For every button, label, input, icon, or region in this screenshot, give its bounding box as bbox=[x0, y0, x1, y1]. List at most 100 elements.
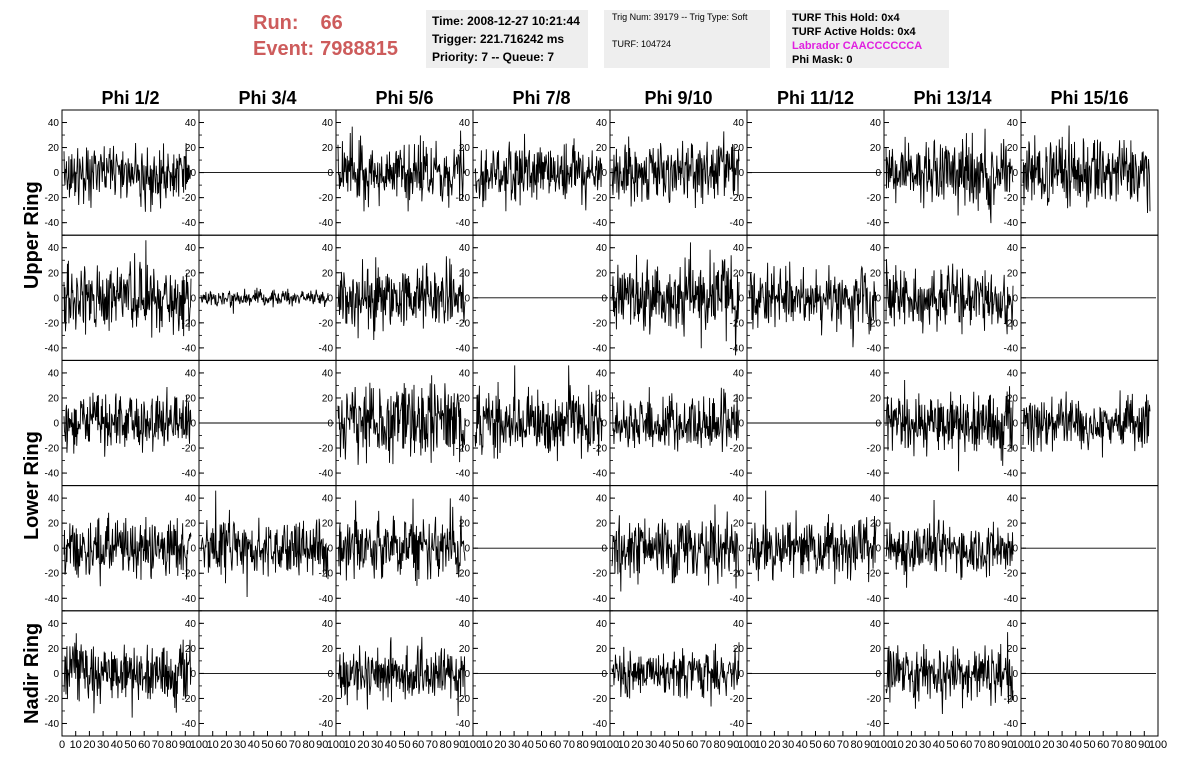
y-tick-label: 20 bbox=[1007, 268, 1019, 279]
x-tick-label: 10 bbox=[207, 739, 219, 751]
y-tick-label: -40 bbox=[456, 218, 471, 229]
y-tick-label: 0 bbox=[464, 419, 470, 430]
y-tick-label: -20 bbox=[1004, 318, 1019, 329]
y-tick-label: 40 bbox=[1007, 619, 1019, 630]
y-tick-label: 40 bbox=[733, 243, 745, 254]
y-tick-label: -40 bbox=[456, 594, 471, 605]
trig-num-text: Trig Num: 39179 -- Trig Type: Soft bbox=[612, 12, 748, 22]
x-tick-label: 70 bbox=[837, 739, 849, 751]
y-tick-label: 0 bbox=[190, 293, 196, 304]
y-tick-label: -40 bbox=[730, 469, 745, 480]
y-tick-label: -40 bbox=[593, 469, 608, 480]
y-tick-label: -20 bbox=[1004, 569, 1019, 580]
y-tick-label: -20 bbox=[319, 193, 334, 204]
phi-mask-text: Phi Mask: 0 bbox=[792, 54, 853, 66]
x-tick-label: 80 bbox=[439, 739, 451, 751]
y-tick-label: 40 bbox=[596, 243, 608, 254]
y-tick-label: -20 bbox=[867, 694, 882, 705]
y-tick-label: -20 bbox=[730, 318, 745, 329]
y-tick-label: 20 bbox=[1007, 519, 1019, 530]
y-tick-label: -40 bbox=[1004, 469, 1019, 480]
x-tick-label: 50 bbox=[124, 739, 136, 751]
y-tick-label: 40 bbox=[185, 494, 197, 505]
x-tick-label: 80 bbox=[302, 739, 314, 751]
y-tick-label: -40 bbox=[730, 719, 745, 730]
y-tick-label: 40 bbox=[48, 619, 60, 630]
y-tick-label: -20 bbox=[456, 694, 471, 705]
y-tick-label: -40 bbox=[182, 719, 197, 730]
y-tick-label: 20 bbox=[459, 519, 471, 530]
y-tick-label: 20 bbox=[1007, 143, 1019, 154]
waveform-trace bbox=[337, 636, 466, 717]
x-tick-label: 90 bbox=[316, 739, 328, 751]
y-tick-label: -40 bbox=[1004, 343, 1019, 354]
y-tick-label: -40 bbox=[45, 469, 60, 480]
x-tick-label: 90 bbox=[1138, 739, 1150, 751]
y-tick-label: 40 bbox=[596, 494, 608, 505]
y-tick-label: 20 bbox=[48, 519, 60, 530]
waveform-trace bbox=[885, 128, 1014, 224]
row-group-label: Upper Ring bbox=[21, 181, 43, 289]
x-tick-label: 90 bbox=[453, 739, 465, 751]
y-tick-label: -40 bbox=[456, 469, 471, 480]
y-tick-label: 20 bbox=[596, 644, 608, 655]
y-tick-label: 40 bbox=[596, 619, 608, 630]
y-tick-label: 20 bbox=[459, 644, 471, 655]
x-tick-label: 20 bbox=[905, 739, 917, 751]
y-tick-label: -40 bbox=[1004, 594, 1019, 605]
y-tick-label: 0 bbox=[1012, 168, 1018, 179]
x-tick-label: 60 bbox=[275, 739, 287, 751]
x-tick-label: 90 bbox=[1001, 739, 1013, 751]
x-tick-label: 50 bbox=[1083, 739, 1095, 751]
x-tick-label: 60 bbox=[823, 739, 835, 751]
y-tick-label: -40 bbox=[593, 343, 608, 354]
y-tick-label: 0 bbox=[601, 293, 607, 304]
y-tick-label: -20 bbox=[593, 193, 608, 204]
waveform-trace bbox=[63, 633, 192, 718]
x-tick-label: 100 bbox=[1012, 739, 1030, 751]
y-tick-label: 0 bbox=[875, 293, 881, 304]
y-tick-label: 20 bbox=[322, 268, 334, 279]
y-tick-label: 40 bbox=[733, 619, 745, 630]
y-tick-label: -20 bbox=[182, 569, 197, 580]
y-tick-label: -20 bbox=[45, 444, 60, 455]
y-tick-label: -20 bbox=[730, 694, 745, 705]
y-tick-label: 0 bbox=[327, 293, 333, 304]
x-tick-label: 90 bbox=[179, 739, 191, 751]
y-tick-label: -40 bbox=[593, 594, 608, 605]
x-tick-label: 10 bbox=[892, 739, 904, 751]
y-tick-label: 0 bbox=[190, 669, 196, 680]
y-tick-label: 20 bbox=[596, 143, 608, 154]
y-tick-label: 0 bbox=[53, 419, 59, 430]
x-tick-label: 10 bbox=[70, 739, 82, 751]
y-tick-label: -20 bbox=[45, 318, 60, 329]
y-tick-label: 0 bbox=[738, 669, 744, 680]
y-tick-label: 40 bbox=[870, 368, 882, 379]
y-tick-label: 20 bbox=[48, 393, 60, 404]
y-tick-label: 40 bbox=[459, 494, 471, 505]
y-tick-label: -40 bbox=[730, 218, 745, 229]
x-tick-label: 50 bbox=[398, 739, 410, 751]
x-tick-label: 90 bbox=[864, 739, 876, 751]
y-tick-label: 40 bbox=[185, 118, 197, 129]
x-tick-label: 70 bbox=[563, 739, 575, 751]
waveform-trace bbox=[474, 365, 603, 462]
turf-info-box: TURF This Hold: 0x4 TURF Active Holds: 0… bbox=[786, 10, 949, 68]
y-tick-label: 0 bbox=[738, 419, 744, 430]
y-tick-label: 20 bbox=[870, 143, 882, 154]
waveform-trace bbox=[200, 287, 329, 314]
waveform-trace bbox=[63, 512, 192, 587]
y-tick-label: 40 bbox=[596, 118, 608, 129]
x-tick-label: 40 bbox=[522, 739, 534, 751]
y-tick-label: 0 bbox=[53, 168, 59, 179]
y-tick-label: 40 bbox=[459, 619, 471, 630]
y-tick-label: -40 bbox=[45, 719, 60, 730]
x-tick-label: 60 bbox=[1097, 739, 1109, 751]
y-tick-label: -20 bbox=[1004, 193, 1019, 204]
x-tick-label: 0 bbox=[59, 739, 65, 751]
waveform-trace bbox=[337, 126, 466, 212]
x-tick-label: 70 bbox=[426, 739, 438, 751]
y-tick-label: 0 bbox=[464, 168, 470, 179]
x-tick-label: 20 bbox=[220, 739, 232, 751]
